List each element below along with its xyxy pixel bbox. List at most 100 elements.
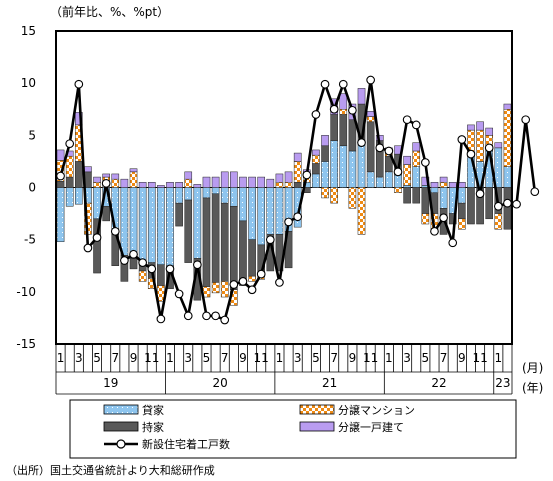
y-tick-label: 0 — [28, 181, 36, 195]
legend-label-mansion: 分譲マンション — [338, 403, 415, 417]
bar-rent — [74, 187, 83, 205]
month-label: 3 — [184, 351, 192, 365]
bar-house — [412, 142, 421, 152]
line-marker — [366, 75, 375, 85]
bar-rent — [211, 187, 220, 195]
bar-rent — [439, 187, 448, 209]
line-marker — [110, 226, 120, 236]
x-unit-month: (月) — [522, 361, 543, 375]
bar-rent — [321, 161, 329, 188]
line-marker — [183, 311, 193, 321]
bar-mansion — [284, 182, 293, 188]
month-label: 9 — [130, 351, 138, 365]
bar-owned — [120, 255, 129, 282]
month-label: 1 — [276, 351, 284, 365]
bar-house — [266, 178, 275, 188]
bar-rent — [175, 187, 183, 204]
line-marker — [348, 105, 357, 115]
bar-rent — [348, 150, 357, 188]
bar-mansion — [357, 187, 366, 235]
bar-rent — [220, 187, 229, 204]
bar-house — [467, 124, 475, 131]
bar-house — [366, 111, 375, 117]
line-marker — [493, 201, 503, 211]
bar-mansion — [503, 109, 512, 167]
y-tick-label: -15 — [16, 337, 36, 351]
month-label: 1 — [57, 351, 65, 365]
bar-rent — [166, 187, 174, 266]
bar-mansion — [129, 171, 138, 188]
bar-house — [357, 88, 366, 105]
bar-rent — [257, 187, 266, 246]
bar-rent — [129, 187, 138, 259]
line-marker — [247, 285, 257, 295]
line-marker — [293, 212, 303, 222]
bar-house — [485, 127, 494, 136]
bar-rent — [494, 147, 503, 188]
bar-rent — [202, 187, 211, 199]
bar-rent — [248, 187, 256, 240]
bar-mansion — [275, 182, 284, 188]
bar-mansion — [348, 187, 357, 209]
bar-mansion — [293, 161, 302, 183]
bar-house — [312, 149, 320, 156]
legend-label-owned: 持家 — [142, 420, 164, 434]
month-label: 9 — [349, 351, 357, 365]
month-label: 1 — [166, 351, 174, 365]
bar-owned — [230, 206, 238, 290]
line-marker — [521, 115, 531, 125]
bar-rent — [339, 145, 348, 188]
bar-rent — [458, 187, 466, 204]
bar-mansion — [330, 187, 338, 204]
line-marker — [393, 167, 403, 177]
line-marker — [74, 79, 84, 89]
line-marker — [83, 243, 93, 253]
bar-rent — [266, 187, 275, 235]
y-tick-label: -10 — [16, 285, 36, 299]
bar-rent — [147, 187, 156, 263]
line-marker — [402, 115, 412, 125]
bar-owned — [65, 176, 74, 188]
bar-owned — [330, 114, 338, 141]
line-marker — [357, 138, 366, 147]
bar-house — [275, 173, 284, 183]
bar-mansion — [458, 218, 466, 230]
bar-mansion — [394, 187, 402, 193]
line-marker — [56, 171, 65, 181]
month-label: 11 — [254, 351, 269, 365]
legend-swatch-house — [299, 421, 335, 432]
bar-house — [93, 176, 101, 183]
line-marker — [229, 280, 239, 289]
month-label: 5 — [422, 351, 430, 365]
bar-house — [184, 171, 193, 180]
bar-rent — [366, 171, 375, 188]
bar-rent — [312, 173, 320, 188]
bar-rent — [503, 166, 512, 188]
bar-owned — [503, 187, 512, 230]
bar-mansion — [93, 182, 101, 188]
bar-mansion — [65, 155, 74, 178]
x-axis: 1 3 5 7 9 11 1 3 5 7 9 11 1 3 5 7 9 11 1 3 5 7 9 11 119 20 21 22 23 — [55, 344, 513, 395]
month-label: 9 — [458, 351, 466, 365]
bar-house — [430, 182, 439, 188]
source-note: （出所）国土交通省統計より大和総研作成 — [6, 463, 215, 477]
line-marker — [120, 256, 129, 265]
legend-label-line: 新設住宅着工戸数 — [142, 437, 230, 451]
bar-owned — [175, 202, 183, 227]
line-marker — [265, 235, 275, 245]
month-label: 7 — [330, 351, 338, 365]
month-label: 3 — [403, 351, 411, 365]
month-label: 5 — [312, 351, 320, 365]
bar-house — [448, 182, 457, 188]
month-label: 1 — [494, 351, 502, 365]
legend-label-house: 分譲一戸建て — [338, 420, 404, 434]
bar-rent — [330, 140, 338, 188]
bar-rent — [357, 140, 366, 188]
bar-house — [403, 155, 411, 165]
y-tick-label: 15 — [21, 24, 36, 38]
bar-mansion — [138, 270, 147, 282]
bar-house — [120, 178, 129, 188]
bar-owned — [458, 202, 466, 220]
bar-rent — [275, 187, 284, 235]
line-marker — [101, 178, 111, 188]
